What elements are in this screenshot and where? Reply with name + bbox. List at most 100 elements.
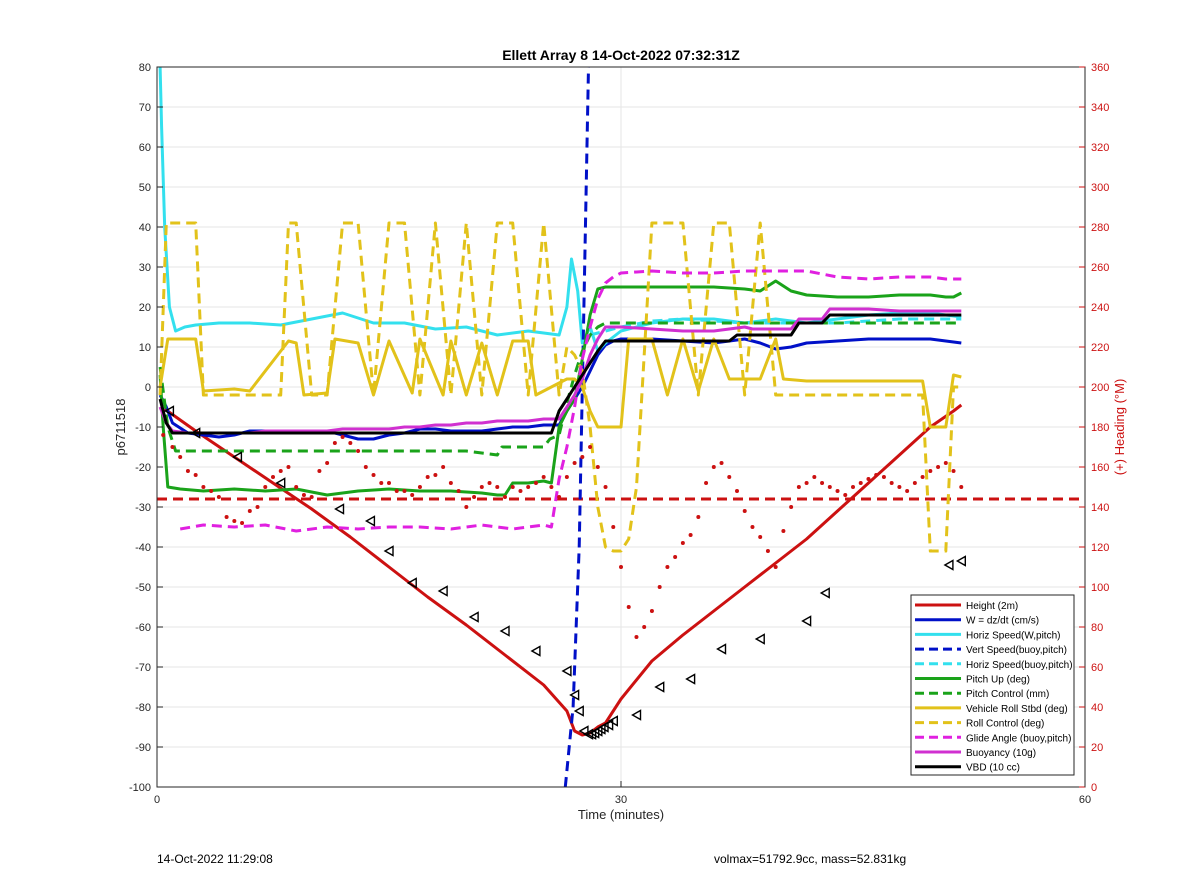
height-marker: [334, 503, 345, 515]
heading-point: [727, 475, 732, 479]
heading-point: [240, 521, 245, 525]
heading-point: [518, 489, 523, 493]
heading-point: [905, 489, 910, 493]
heading-point: [758, 535, 763, 539]
legend-label-3: Vert Speed(buoy,pitch): [966, 645, 1067, 656]
heading-point: [812, 475, 817, 479]
y2-tick-label-17: 340: [1091, 102, 1109, 114]
heading-point: [959, 485, 964, 489]
heading-point: [533, 481, 538, 485]
heading-point: [448, 481, 453, 485]
heading-point: [402, 489, 407, 493]
height-marker: [561, 665, 572, 677]
height-marker: [437, 585, 448, 597]
y2-tick-label-6: 120: [1091, 542, 1109, 554]
heading-point: [897, 485, 902, 489]
heading-point: [619, 565, 623, 569]
legend-label-10: Buoyancy (10g): [966, 748, 1036, 759]
heading-point: [673, 555, 678, 559]
heading-point: [541, 475, 546, 479]
y-tick-label-9: -10: [135, 422, 151, 434]
height-marker: [275, 477, 286, 489]
heading-point: [936, 465, 941, 469]
legend-box: [910, 594, 1075, 776]
height-marker: [943, 559, 954, 571]
heading-point: [951, 469, 956, 473]
footer-timestamp: 14-Oct-2022 11:29:08: [157, 852, 273, 866]
height-marker: [716, 643, 727, 655]
height-marker: [163, 405, 175, 417]
y2-tick-label-15: 300: [1091, 182, 1109, 194]
series-line-8: [158, 221, 962, 553]
y2-tick-label-2: 40: [1091, 702, 1103, 714]
right-axis-ticks: 0 20 40 60 80 100 120 140 160 180 200 220 240 260 280 3…: [1079, 62, 1109, 794]
heading-point: [456, 489, 461, 493]
heading-point: [920, 475, 925, 479]
heading-point: [580, 455, 585, 459]
heading-point: [642, 625, 647, 629]
legend-label-4: Horiz Speed(buoy,pitch): [966, 660, 1073, 671]
heading-point: [912, 481, 917, 485]
y-tick-label-8: -20: [135, 462, 151, 474]
heading-point: [495, 485, 500, 489]
height-marker: [383, 545, 394, 557]
y2-tick-label-12: 240: [1091, 302, 1109, 314]
y-tick-label-7: -30: [135, 502, 151, 514]
heading-point: [820, 481, 825, 485]
heading-point: [209, 489, 214, 493]
y2-tick-label-10: 200: [1091, 382, 1109, 394]
heading-point: [363, 465, 368, 469]
series-line-10: [158, 307, 962, 435]
series-line-6: [158, 321, 962, 457]
legend: Height (2m) W = dz/dt (cm/s) Horiz Speed(W…: [910, 594, 1075, 776]
heading-point: [433, 473, 438, 477]
heading-point: [835, 489, 840, 493]
heading-point: [595, 465, 600, 469]
heading-point: [843, 493, 848, 497]
y2-tick-label-1: 20: [1091, 742, 1103, 754]
heading-point: [340, 435, 345, 439]
height-marker: [578, 725, 589, 737]
y-tick-label-1: -90: [135, 742, 151, 754]
heading-point: [719, 461, 724, 465]
heading-point: [286, 465, 291, 469]
y2-tick-label-11: 220: [1091, 342, 1109, 354]
y-tick-label-4: -60: [135, 622, 151, 634]
series-line-3: [563, 67, 590, 787]
heading-point: [765, 549, 770, 553]
heading-point: [611, 525, 616, 529]
heading-point: [224, 515, 229, 519]
legend-label-11: VBD (10 cc): [966, 763, 1020, 774]
heading-point: [317, 469, 322, 473]
heading-point: [549, 485, 554, 489]
y-tick-label-12: 20: [139, 302, 151, 314]
height-marker: [603, 719, 614, 731]
heading-point: [789, 505, 794, 509]
heading-point: [247, 509, 252, 513]
heading-point: [851, 485, 855, 489]
y-tick-label-18: 80: [139, 62, 151, 74]
heading-point: [503, 495, 507, 499]
heading-point: [387, 481, 391, 485]
heading-point: [410, 493, 415, 497]
heading-point: [441, 465, 446, 469]
height-marker: [569, 689, 580, 701]
height-marker: [231, 451, 243, 463]
heading-point: [325, 461, 330, 465]
heading-point: [827, 485, 832, 489]
y-tick-label-13: 30: [139, 262, 151, 274]
y-tick-label-0: -100: [129, 782, 151, 794]
y2-tick-label-3: 60: [1091, 662, 1103, 674]
heading-point: [185, 469, 190, 473]
heading-point: [735, 489, 739, 493]
height-marker: [801, 615, 812, 627]
legend-label-8: Roll Control (deg): [966, 719, 1044, 730]
heading-point: [804, 481, 809, 485]
legend-label-0: Height (2m): [966, 601, 1018, 612]
heading-point: [294, 485, 299, 489]
height-marker: [499, 625, 510, 637]
y-tick-label-3: -70: [135, 662, 151, 674]
y2-tick-label-4: 80: [1091, 622, 1103, 634]
legend-label-7: Vehicle Roll Stbd (deg): [966, 704, 1068, 715]
